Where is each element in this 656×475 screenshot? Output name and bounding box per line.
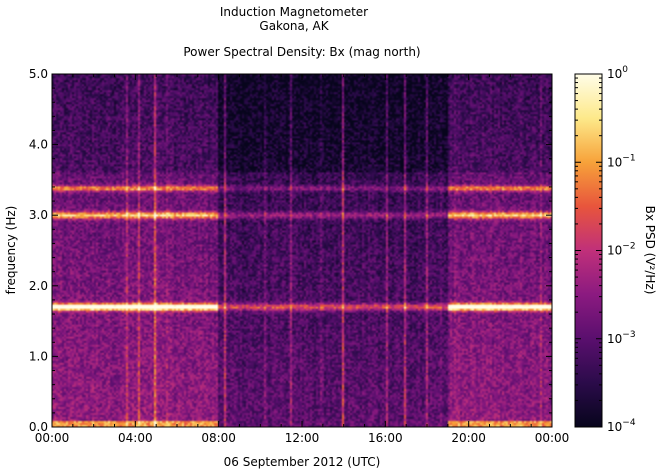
spectrogram-heatmap bbox=[52, 74, 552, 427]
colorbar-tick-label: 100 bbox=[607, 65, 628, 81]
y-tick-label: 5.0 bbox=[29, 67, 48, 81]
colorbar-axis: 100 10−1 10−2 10−3 10−4 bbox=[575, 65, 636, 434]
x-axis-label: 06 September 2012 (UTC) bbox=[224, 455, 381, 469]
y-tick-label: 0.0 bbox=[29, 420, 48, 434]
x-tick-label: 00:00 bbox=[535, 431, 570, 445]
plot-axes: 00:00 04:00 08:00 12:00 16:00 20:00 00:000.01.… bbox=[29, 67, 569, 445]
y-tick-label: 2.0 bbox=[29, 279, 48, 293]
x-tick-label: 20:00 bbox=[451, 431, 486, 445]
y-tick-label: 3.0 bbox=[29, 208, 48, 222]
plot-title: Power Spectral Density: Bx (mag north) bbox=[183, 45, 420, 59]
x-tick-label: 16:00 bbox=[368, 431, 403, 445]
x-tick-label: 00:00 bbox=[35, 431, 70, 445]
colorbar-tick-label: 10−3 bbox=[607, 330, 636, 346]
x-tick-label: 04:00 bbox=[118, 431, 153, 445]
colorbar-tick-label: 10−4 bbox=[607, 418, 636, 434]
x-tick-label: 08:00 bbox=[201, 431, 236, 445]
y-tick-label: 4.0 bbox=[29, 138, 48, 152]
colorbar-label: Bx PSD (V²/Hz) bbox=[643, 206, 656, 295]
colorbar-tick-label: 10−2 bbox=[607, 242, 636, 258]
y-axis-label: frequency (Hz) bbox=[4, 206, 18, 295]
chart-title: Induction Magnetometer bbox=[220, 5, 368, 19]
heatmap-image bbox=[52, 74, 552, 427]
x-tick-label: 12:00 bbox=[285, 431, 320, 445]
y-tick-label: 1.0 bbox=[29, 349, 48, 363]
chart-subtitle: Gakona, AK bbox=[259, 19, 329, 33]
colorbar-tick-label: 10−1 bbox=[607, 153, 636, 169]
